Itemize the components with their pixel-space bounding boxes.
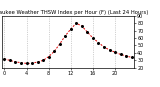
Title: Milwaukee Weather THSW Index per Hour (F) (Last 24 Hours): Milwaukee Weather THSW Index per Hour (F… <box>0 10 149 15</box>
